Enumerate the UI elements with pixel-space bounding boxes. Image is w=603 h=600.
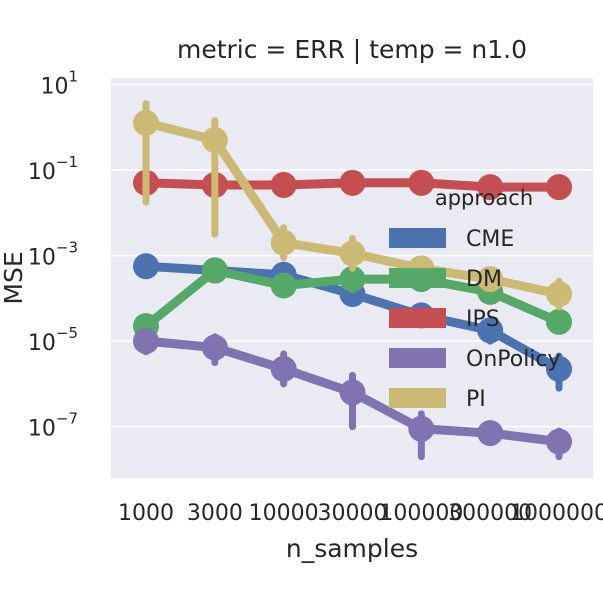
legend-label: IPS	[466, 307, 500, 332]
x-tick-label: 10000	[249, 501, 319, 526]
data-point	[546, 308, 572, 335]
legend-label: CME	[466, 227, 514, 252]
data-point	[408, 415, 435, 442]
legend-title: approach	[435, 186, 533, 210]
data-point	[270, 171, 297, 198]
data-point	[270, 355, 297, 382]
legend-label: DM	[466, 267, 502, 292]
legend-label: PI	[466, 387, 486, 412]
data-point	[477, 420, 504, 447]
y-tick-label: 10−3	[28, 239, 78, 271]
x-tick-label: 3000	[187, 501, 243, 526]
y-tick-label: 10−1	[28, 153, 78, 185]
series-onpolicy	[133, 328, 572, 461]
data-point	[339, 169, 366, 196]
legend-swatch-dm	[389, 268, 446, 288]
x-tick-label: 1000	[118, 501, 174, 526]
data-point	[201, 334, 228, 361]
data-point	[339, 379, 366, 406]
legend-label: OnPolicy	[466, 347, 561, 372]
legend-swatch-onpolicy	[389, 348, 446, 368]
x-tick-label: 100000	[379, 501, 463, 526]
data-point	[339, 240, 366, 267]
x-tick-label: 1000000	[510, 501, 603, 526]
data-point	[477, 317, 504, 344]
data-point	[133, 328, 159, 355]
data-point	[339, 266, 366, 293]
data-point	[133, 253, 159, 280]
legend-swatch-ips	[389, 308, 446, 328]
y-tick-label: 10−5	[28, 324, 78, 356]
data-point	[546, 281, 572, 308]
data-point	[546, 174, 572, 201]
data-point	[477, 266, 504, 293]
data-point	[133, 109, 159, 136]
chart-title: metric = ERR | temp = n1.0	[177, 35, 527, 64]
legend-swatch-pi	[389, 388, 446, 408]
data-point	[408, 169, 435, 196]
y-tick-labels: 101 10−1 10−3 10−5 10−7	[28, 67, 78, 441]
data-point	[546, 428, 572, 455]
y-tick-label: 101	[40, 67, 78, 99]
data-point	[477, 174, 504, 201]
x-axis-label: n_samples	[286, 534, 418, 563]
data-point	[201, 257, 228, 284]
x-tick-label: 300000	[448, 501, 532, 526]
series-ips	[133, 169, 572, 201]
data-point	[546, 355, 572, 382]
x-tick-label: 30000	[318, 501, 388, 526]
legend-items: CME DM IPS OnPolicy PI	[389, 227, 561, 412]
data-point	[270, 272, 297, 299]
y-axis-label: MSE	[0, 251, 28, 304]
legend: approach CME DM IPS OnPolicy PI	[389, 186, 561, 412]
series-layer	[133, 100, 572, 461]
legend-swatch-cme	[389, 228, 446, 248]
data-point	[201, 127, 228, 154]
y-tick-label: 10−7	[28, 410, 78, 442]
data-point	[270, 229, 297, 256]
